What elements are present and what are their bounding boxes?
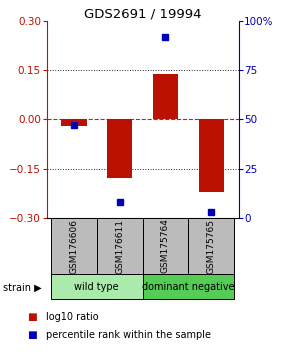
Text: GSM175764: GSM175764	[161, 218, 170, 274]
Text: GSM176606: GSM176606	[69, 218, 78, 274]
Bar	[188, 218, 234, 274]
Text: GSM176611: GSM176611	[115, 218, 124, 274]
Bar	[107, 119, 132, 178]
Text: log10 ratio: log10 ratio	[46, 312, 99, 322]
Text: ■: ■	[27, 312, 37, 322]
Text: ■: ■	[27, 330, 37, 339]
Text: percentile rank within the sample: percentile rank within the sample	[46, 330, 211, 339]
Text: wild type: wild type	[74, 282, 119, 292]
Text: GSM175765: GSM175765	[207, 218, 216, 274]
Bar	[97, 218, 142, 274]
Bar	[51, 218, 97, 274]
Bar	[142, 218, 188, 274]
Text: strain ▶: strain ▶	[3, 282, 42, 292]
Title: GDS2691 / 19994: GDS2691 / 19994	[84, 7, 201, 20]
Text: dominant negative: dominant negative	[142, 282, 235, 292]
Bar	[153, 74, 178, 119]
Bar	[51, 274, 142, 299]
Bar	[142, 274, 234, 299]
Bar	[199, 119, 224, 192]
Bar	[61, 119, 86, 126]
